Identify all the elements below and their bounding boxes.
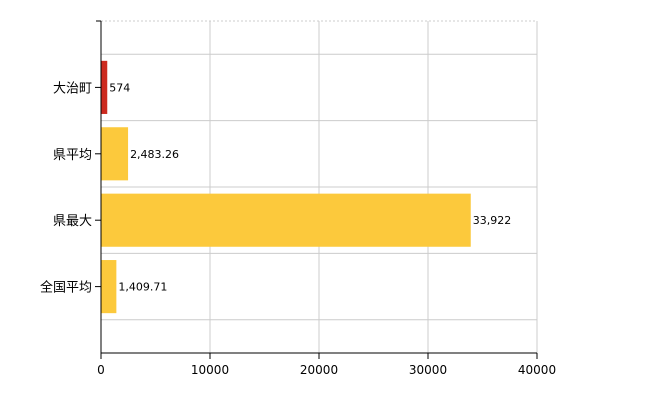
x-tick-label: 0 [97,363,105,377]
gridlines [101,20,538,353]
category-label: 県平均 [53,148,92,163]
bar [101,60,108,114]
bar [101,193,471,247]
x-tick-label: 40000 [518,363,556,377]
bar [101,260,117,314]
bars [101,60,471,314]
category-label: 全国平均 [40,280,92,296]
bar [101,127,129,181]
category-label: 大治町 [53,81,92,96]
category-label: 県最大 [53,214,92,229]
x-tick-label: 20000 [300,363,338,377]
x-tick-label: 10000 [191,363,229,377]
data-label: 574 [109,81,130,94]
data-label: 2,483.26 [130,148,179,161]
axes [95,20,538,359]
x-tick-label: 30000 [409,363,447,377]
data-label: 33,922 [473,214,512,227]
labels: 574 大治町 2,483.26 県平均 33,922 県最大 1,409.71 全国平均 0 1… [40,81,556,377]
data-label: 1,409.71 [118,281,167,294]
